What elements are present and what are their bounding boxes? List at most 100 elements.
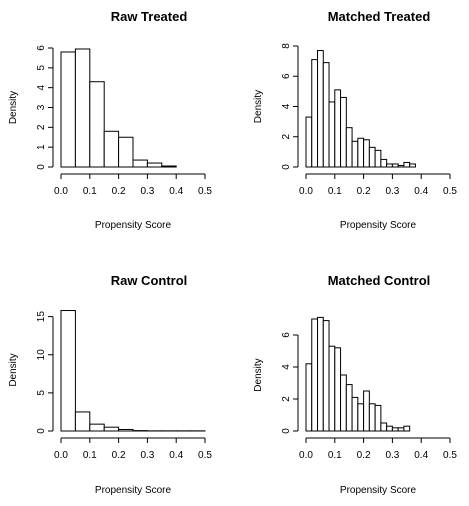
y-tick-label: 4 [36, 84, 47, 90]
x-tick-label: 0.1 [83, 186, 97, 197]
y-tick-label: 0 [36, 428, 47, 434]
histogram-bar [103, 130, 120, 168]
histogram-bar [317, 50, 324, 168]
histogram-bar [89, 423, 105, 432]
x-tick-label: 0.1 [328, 450, 342, 461]
x-tick-label: 0.2 [112, 186, 126, 197]
histogram-bar [340, 374, 347, 432]
chart-title: Matched Treated [328, 9, 431, 24]
chart-panel-3: Raw Control 0.0 0.1 0.2 0.3 0.4 0.5 0 5 10 15 Prope… [8, 273, 212, 496]
histogram-bar [146, 162, 163, 168]
histogram-bar [103, 426, 120, 432]
histogram-bar [132, 159, 148, 168]
chart-title: Raw Treated [111, 9, 188, 24]
histogram-bar [397, 427, 405, 432]
histogram-bar [118, 428, 134, 432]
histogram-bar [397, 164, 405, 168]
histogram-bar [305, 116, 313, 168]
x-tick-label: 0.4 [169, 186, 183, 197]
histogram-bar [391, 427, 399, 432]
histogram-bar [374, 404, 382, 432]
histogram-bar [357, 137, 365, 168]
x-tick-label: 0.2 [357, 186, 371, 197]
x-tick-label: 0.4 [414, 186, 428, 197]
chart-title: Raw Control [111, 273, 188, 288]
histogram-bar [368, 403, 376, 432]
x-axis-label: Propensity Score [95, 485, 172, 496]
x-tick-label: 0.4 [169, 450, 183, 461]
x-tick-label: 0.1 [328, 186, 342, 197]
y-tick-label: 0 [281, 428, 292, 434]
y-tick-label: 3 [36, 104, 47, 110]
y-tick-label: 2 [281, 134, 292, 140]
x-axis-label: Propensity Score [340, 485, 417, 496]
histogram-bar [345, 127, 353, 168]
histogram-bar [380, 158, 388, 168]
x-tick-label: 0.0 [54, 186, 68, 197]
x-tick-label: 0.2 [112, 450, 126, 461]
histogram-bar [334, 89, 342, 168]
chart-title: Matched Control [328, 273, 431, 288]
histogram-bar [118, 136, 134, 168]
histogram-bar [311, 318, 319, 432]
x-tick-label: 0.0 [54, 450, 68, 461]
x-tick-label: 0.3 [385, 186, 399, 197]
y-tick-label: 6 [281, 73, 292, 79]
x-tick-label: 0.5 [443, 186, 457, 197]
histogram-bar [386, 425, 393, 432]
histogram-bar [357, 403, 365, 432]
histogram-bar [363, 390, 370, 432]
x-tick-label: 0.4 [414, 450, 428, 461]
x-axis-label: Propensity Score [95, 220, 172, 231]
histogram-bar [328, 101, 336, 168]
y-tick-label: 6 [281, 332, 292, 338]
histogram-bar [74, 411, 91, 432]
histogram-bar [351, 396, 359, 432]
histogram-bar [403, 161, 411, 168]
histogram-bar [60, 310, 76, 432]
chart-panel-1: Raw Treated 0.0 0.1 0.2 0.3 0.4 0.5 0 1 2 3 4 5 6 Prop… [8, 9, 212, 231]
histogram-bar [317, 316, 324, 432]
x-tick-label: 0.5 [198, 450, 212, 461]
y-tick-label: 2 [36, 124, 47, 130]
x-tick-label: 0.3 [140, 186, 154, 197]
y-tick-label: 0 [281, 164, 292, 170]
histogram-bar [161, 165, 177, 168]
histogram-bar [380, 422, 388, 432]
histogram-bar [386, 163, 393, 168]
y-tick-label: 4 [281, 364, 292, 370]
x-tick-label: 0.3 [140, 450, 154, 461]
x-tick-label: 0.0 [299, 450, 313, 461]
y-tick-label: 0 [36, 164, 47, 170]
x-tick-label: 0.5 [198, 186, 212, 197]
histogram-bar [60, 51, 76, 168]
x-tick-label: 0.2 [357, 450, 371, 461]
x-tick-label: 0.5 [443, 450, 457, 461]
histogram-bar [391, 163, 399, 168]
histogram-bar [89, 81, 105, 168]
x-tick-label: 0.1 [83, 450, 97, 461]
x-tick-label: 0.3 [385, 450, 399, 461]
y-tick-label: 2 [281, 396, 292, 402]
histogram-bar [403, 425, 411, 432]
y-tick-label: 8 [281, 43, 292, 49]
y-tick-label: 4 [281, 103, 292, 109]
y-axis-label: Density [253, 90, 264, 123]
histogram-bar [368, 146, 376, 168]
y-tick-label: 5 [36, 65, 47, 71]
y-tick-label: 5 [36, 390, 47, 396]
histogram-bar [322, 62, 330, 168]
y-axis-label: Density [8, 91, 19, 124]
histogram-bar [340, 96, 347, 168]
histogram-bar [409, 163, 416, 168]
x-tick-label: 0.0 [299, 186, 313, 197]
histogram-bar [345, 384, 353, 432]
y-tick-label: 1 [36, 144, 47, 150]
y-tick-label: 15 [36, 311, 47, 323]
histogram-bar [334, 347, 342, 432]
histogram-bar [328, 345, 336, 432]
x-axis-label: Propensity Score [340, 220, 417, 231]
y-axis-label: Density [8, 353, 19, 386]
histogram-bar [74, 48, 91, 168]
